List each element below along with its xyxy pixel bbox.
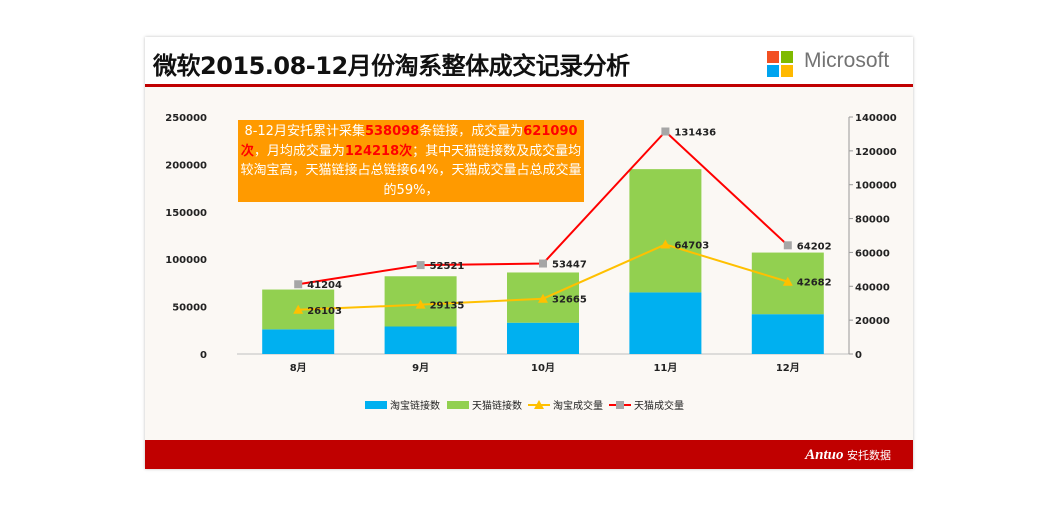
antuo-logo: Antuo 安托数据 <box>805 447 891 464</box>
annotation-box: 8-12月安托累计采集538098条链接，成交量为621090次，月均成交量为1… <box>238 120 584 202</box>
annotation-value-links: 538098 <box>364 124 420 139</box>
bar-taobao-links <box>629 292 702 354</box>
annotation-text-4: ；其中天猫链接数及成交量均较淘宝高，天猫链接占总链接64%，天猫成交量占总成交量… <box>240 143 582 198</box>
y-right-tick-label: 80000 <box>855 215 890 226</box>
point-taobao-volume <box>538 293 548 303</box>
point-tmall-volume <box>294 280 303 289</box>
y-left-tick-label: 200000 <box>165 160 207 171</box>
y-right-tick-label: 100000 <box>855 181 897 192</box>
page-title: 微软2015.08-12月份淘系整体成交记录分析 <box>153 52 630 80</box>
x-tick-label: 8月 <box>290 362 307 374</box>
point-tmall-volume <box>661 127 670 136</box>
data-label-tmall-volume: 64202 <box>797 241 832 252</box>
y-right-tick-label: 140000 <box>855 113 897 124</box>
y-left-tick-label: 150000 <box>165 208 207 219</box>
footer-brand: Antuo <box>805 447 844 463</box>
chart: 0 50000 100000 150000 200000 250000 0 20000 4000… <box>165 113 897 412</box>
data-label-tmall-volume: 131436 <box>674 127 716 138</box>
bar-taobao-links <box>751 314 824 354</box>
legend-label-tmall-volume: 天猫成交量 <box>634 399 684 412</box>
header: 微软2015.08-12月份淘系整体成交记录分析 Microsoft <box>145 37 913 85</box>
y-right-tick-label: 60000 <box>855 248 890 259</box>
point-taobao-volume <box>415 299 426 309</box>
data-label-tmall-volume: 41204 <box>307 280 342 291</box>
annotation-text-2: 条链接，成交量为 <box>419 124 524 139</box>
x-tick-label: 9月 <box>412 362 429 374</box>
y-left-tick-label: 100000 <box>165 255 207 266</box>
point-taobao-volume <box>782 276 793 286</box>
annotation-value-volume: 621090次 <box>240 124 578 159</box>
legend-label-taobao-volume: 淘宝成交量 <box>553 399 603 412</box>
y-right-tick-label: 0 <box>855 350 862 361</box>
point-tmall-volume <box>416 261 425 270</box>
x-tick-label: 11月 <box>653 362 677 374</box>
data-label-taobao-volume: 42682 <box>797 278 832 289</box>
data-label-taobao-volume: 29135 <box>430 301 465 312</box>
point-taobao-volume <box>660 239 671 249</box>
legend-marker-taobao-volume <box>534 400 544 409</box>
header-divider <box>145 84 913 87</box>
legend-label-taobao-links: 淘宝链接数 <box>390 399 440 412</box>
bar-taobao-links <box>262 329 335 354</box>
y-left-tick-label: 50000 <box>172 303 207 314</box>
legend-marker-tmall-volume <box>616 401 624 409</box>
point-taobao-volume <box>293 304 304 314</box>
point-tmall-volume <box>539 259 547 268</box>
data-label-tmall-volume: 52521 <box>430 261 465 272</box>
y-left-tick-label: 250000 <box>165 113 207 124</box>
y-right-tick-label: 20000 <box>855 316 890 327</box>
footer: Antuo 安托数据 <box>145 440 913 469</box>
data-label-taobao-volume: 64703 <box>674 240 709 251</box>
annotation-value-monthly: 124218次 <box>344 143 413 159</box>
y-right-tick-label: 120000 <box>855 147 897 158</box>
x-tick-label: 12月 <box>776 362 800 374</box>
microsoft-brand-text: Microsoft <box>804 49 890 72</box>
data-label-taobao-volume: 26103 <box>307 306 342 317</box>
bar-taobao-links <box>507 322 579 354</box>
legend-swatch-tmall-links <box>447 401 469 409</box>
annotation-text-1: 8-12月安托累计采集 <box>244 124 365 139</box>
y-right-tick-label: 40000 <box>855 282 890 293</box>
annotation-text-3: ，月均成交量为 <box>253 143 345 159</box>
data-label-tmall-volume: 53447 <box>552 260 587 271</box>
slide: 微软2015.08-12月份淘系整体成交记录分析 Microsoft 0 5000… <box>145 37 913 469</box>
microsoft-logo-icon <box>767 51 793 77</box>
data-label-taobao-volume: 32665 <box>552 295 587 306</box>
point-tmall-volume <box>783 241 792 250</box>
x-tick-label: 10月 <box>531 362 555 374</box>
legend-swatch-taobao-links <box>365 401 387 409</box>
y-left-tick-label: 0 <box>200 350 207 361</box>
footer-company: 安托数据 <box>847 449 891 462</box>
legend-label-tmall-links: 天猫链接数 <box>472 399 522 412</box>
bar-tmall-links <box>629 169 702 293</box>
bar-taobao-links <box>384 326 457 354</box>
